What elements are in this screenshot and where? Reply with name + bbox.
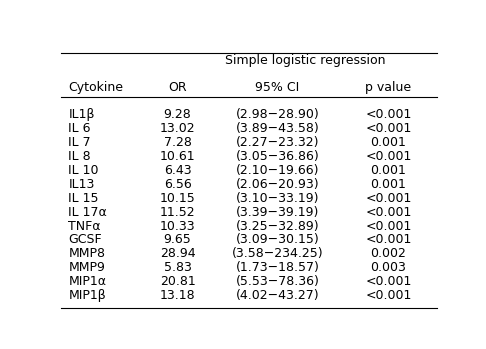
Text: 20.81: 20.81 — [159, 275, 195, 288]
Text: (3.58−234.25): (3.58−234.25) — [231, 247, 323, 260]
Text: MIP1α: MIP1α — [68, 275, 106, 288]
Text: MMP9: MMP9 — [68, 261, 105, 274]
Text: (5.53−78.36): (5.53−78.36) — [235, 275, 319, 288]
Text: (2.27−23.32): (2.27−23.32) — [236, 136, 319, 149]
Text: (3.25−32.89): (3.25−32.89) — [236, 220, 319, 232]
Text: 28.94: 28.94 — [160, 247, 195, 260]
Text: 5.83: 5.83 — [164, 261, 191, 274]
Text: p value: p value — [365, 81, 412, 94]
Text: <0.001: <0.001 — [365, 192, 412, 205]
Text: 95% CI: 95% CI — [255, 81, 299, 94]
Text: IL 15: IL 15 — [68, 192, 99, 205]
Text: IL 7: IL 7 — [68, 136, 91, 149]
Text: (2.06−20.93): (2.06−20.93) — [236, 178, 319, 191]
Text: Cytokine: Cytokine — [68, 81, 123, 94]
Text: (3.89−43.58): (3.89−43.58) — [235, 122, 319, 135]
Text: 0.001: 0.001 — [370, 136, 406, 149]
Text: 11.52: 11.52 — [160, 206, 195, 218]
Text: <0.001: <0.001 — [365, 275, 412, 288]
Text: IL1β: IL1β — [68, 108, 95, 121]
Text: 0.002: 0.002 — [370, 247, 406, 260]
Text: 6.43: 6.43 — [164, 164, 191, 177]
Text: MMP8: MMP8 — [68, 247, 105, 260]
Text: Simple logistic regression: Simple logistic regression — [226, 54, 386, 67]
Text: <0.001: <0.001 — [365, 206, 412, 218]
Text: 13.02: 13.02 — [160, 122, 195, 135]
Text: <0.001: <0.001 — [365, 122, 412, 135]
Text: <0.001: <0.001 — [365, 220, 412, 232]
Text: (3.39−39.19): (3.39−39.19) — [236, 206, 319, 218]
Text: 7.28: 7.28 — [164, 136, 191, 149]
Text: <0.001: <0.001 — [365, 289, 412, 302]
Text: (4.02−43.27): (4.02−43.27) — [236, 289, 319, 302]
Text: (3.09−30.15): (3.09−30.15) — [235, 233, 319, 246]
Text: (1.73−18.57): (1.73−18.57) — [235, 261, 319, 274]
Text: (2.98−28.90): (2.98−28.90) — [235, 108, 319, 121]
Text: IL 10: IL 10 — [68, 164, 99, 177]
Text: 0.001: 0.001 — [370, 164, 406, 177]
Text: (3.05−36.86): (3.05−36.86) — [235, 150, 319, 163]
Text: 6.56: 6.56 — [164, 178, 191, 191]
Text: <0.001: <0.001 — [365, 150, 412, 163]
Text: IL13: IL13 — [68, 178, 95, 191]
Text: 0.001: 0.001 — [370, 178, 406, 191]
Text: (3.10−33.19): (3.10−33.19) — [236, 192, 319, 205]
Text: 10.33: 10.33 — [160, 220, 195, 232]
Text: <0.001: <0.001 — [365, 108, 412, 121]
Text: IL 6: IL 6 — [68, 122, 91, 135]
Text: OR: OR — [168, 81, 187, 94]
Text: IL 17α: IL 17α — [68, 206, 107, 218]
Text: IL 8: IL 8 — [68, 150, 91, 163]
Text: 10.15: 10.15 — [159, 192, 195, 205]
Text: (2.10−19.66): (2.10−19.66) — [236, 164, 319, 177]
Text: TNFα: TNFα — [68, 220, 101, 232]
Text: 9.28: 9.28 — [164, 108, 191, 121]
Text: <0.001: <0.001 — [365, 233, 412, 246]
Text: MIP1β: MIP1β — [68, 289, 106, 302]
Text: GCSF: GCSF — [68, 233, 102, 246]
Text: 9.65: 9.65 — [164, 233, 191, 246]
Text: 0.003: 0.003 — [370, 261, 406, 274]
Text: 10.61: 10.61 — [160, 150, 195, 163]
Text: 13.18: 13.18 — [160, 289, 195, 302]
